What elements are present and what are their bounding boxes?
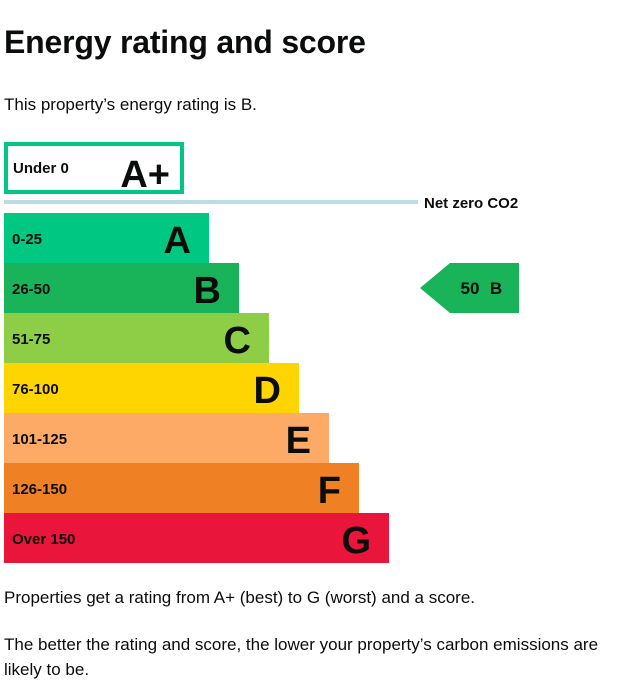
band-range-c: 51-75 [12, 331, 50, 348]
band-letter-d: D [254, 370, 281, 412]
band-range-a: 0-25 [12, 231, 42, 248]
net-zero-line [4, 200, 418, 204]
band-bar-g [4, 513, 389, 563]
page-title: Energy rating and score [4, 24, 366, 60]
band-bar-d [4, 363, 299, 413]
band-bar-a [4, 213, 209, 263]
band-range-d: 76-100 [12, 381, 59, 398]
current-rating-marker [420, 263, 519, 313]
emissions-explanation: The better the rating and score, the low… [4, 635, 599, 679]
band-letter-e: E [286, 420, 311, 462]
band-bar-a-plus [4, 142, 184, 194]
band-letter-f: F [318, 470, 341, 512]
band-range-a-plus: Under 0 [13, 160, 69, 177]
band-letter-g: G [341, 520, 371, 562]
band-bar-f [4, 463, 359, 513]
band-bar-c [4, 313, 269, 363]
current-rating: B [490, 279, 502, 298]
band-range-f: 126-150 [12, 481, 67, 498]
rating-explanation: Properties get a rating from A+ (best) t… [4, 588, 476, 607]
band-letter-b: B [194, 270, 221, 312]
band-range-b: 26-50 [12, 281, 50, 298]
net-zero-label: Net zero CO2 [424, 195, 518, 212]
band-bar-e [4, 413, 329, 463]
energy-rating-chart: Under 0 A+ Net zero CO2 0-25 A 26-50 B 51-75 C 76… [0, 136, 622, 566]
band-letter-a-plus: A+ [120, 154, 170, 196]
band-letter-a: A [164, 220, 191, 262]
band-letter-c: C [224, 320, 251, 362]
band-range-g: Over 150 [12, 531, 75, 548]
rating-summary: This property’s energy rating is B. [4, 95, 257, 114]
band-range-e: 101-125 [12, 431, 67, 448]
band-bar-b [4, 263, 239, 313]
current-score: 50 [461, 279, 480, 298]
